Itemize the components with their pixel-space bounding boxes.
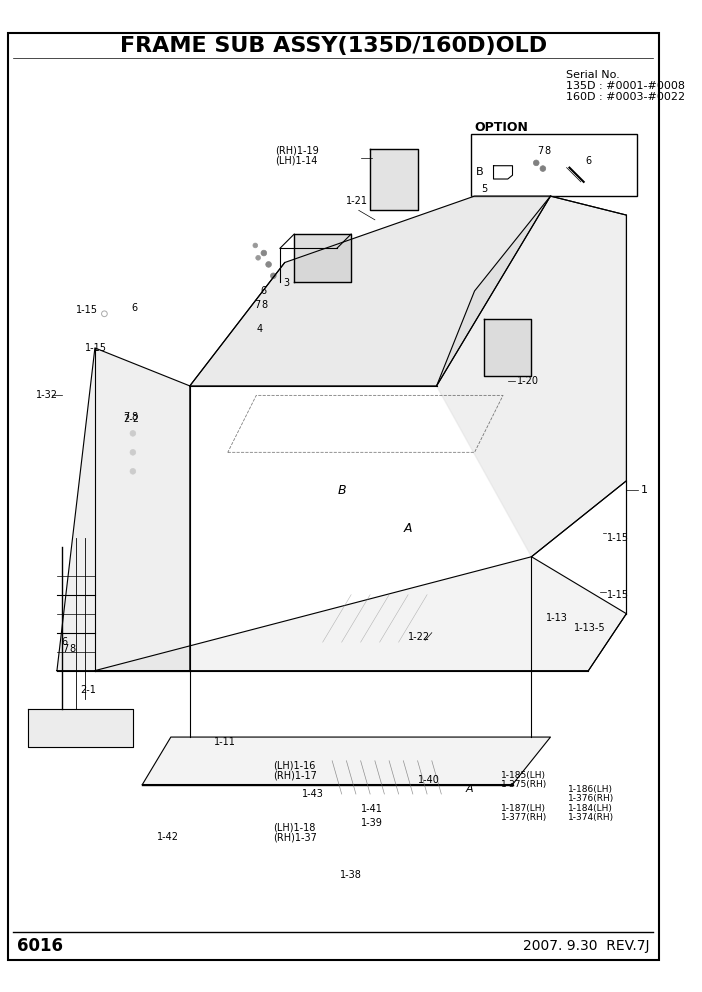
Polygon shape	[143, 737, 550, 785]
Text: (RH)1-17: (RH)1-17	[273, 771, 317, 781]
Circle shape	[130, 449, 135, 455]
Text: 1-15: 1-15	[607, 589, 630, 600]
Polygon shape	[294, 234, 351, 282]
Text: 8: 8	[261, 301, 267, 310]
Text: 135D : #0001-#0008: 135D : #0001-#0008	[566, 81, 684, 91]
Circle shape	[256, 255, 260, 260]
Polygon shape	[484, 319, 531, 376]
Text: 8: 8	[545, 147, 550, 157]
Text: 1-42: 1-42	[157, 831, 178, 842]
Text: 160D : #0003-#0022: 160D : #0003-#0022	[566, 92, 684, 102]
Text: 1: 1	[641, 485, 648, 495]
Polygon shape	[370, 149, 418, 210]
Text: 1-32: 1-32	[36, 391, 58, 401]
Text: 7: 7	[537, 147, 543, 157]
Text: 1-377(RH): 1-377(RH)	[501, 813, 548, 822]
Text: 2007. 9.30  REV.7J: 2007. 9.30 REV.7J	[523, 938, 649, 953]
Circle shape	[270, 273, 276, 279]
Text: 1-15: 1-15	[86, 343, 107, 353]
Text: B: B	[338, 484, 346, 497]
Text: 6: 6	[131, 304, 137, 313]
Text: 5: 5	[481, 185, 487, 194]
Text: 3: 3	[283, 279, 289, 289]
Text: 8: 8	[131, 413, 137, 423]
Polygon shape	[57, 348, 190, 671]
Polygon shape	[190, 196, 550, 386]
Circle shape	[253, 243, 258, 248]
Circle shape	[261, 250, 267, 256]
Circle shape	[130, 431, 135, 436]
Text: 7: 7	[254, 301, 260, 310]
Text: 1-11: 1-11	[213, 737, 235, 747]
Text: (LH)1-14: (LH)1-14	[275, 156, 317, 166]
Text: 6016: 6016	[17, 936, 63, 955]
Text: 1-13-5: 1-13-5	[574, 623, 606, 633]
Circle shape	[266, 262, 272, 267]
Text: (LH)1-16: (LH)1-16	[273, 761, 316, 771]
Text: 1-41: 1-41	[361, 805, 383, 814]
Polygon shape	[437, 196, 626, 557]
Text: 8: 8	[69, 644, 75, 654]
Circle shape	[130, 468, 135, 474]
Text: 1-21: 1-21	[346, 195, 369, 205]
Text: 1-15: 1-15	[607, 533, 630, 543]
Text: 1-13: 1-13	[545, 613, 568, 623]
Text: A: A	[466, 785, 474, 795]
Text: 1-15: 1-15	[76, 305, 98, 315]
Text: 7: 7	[62, 644, 68, 654]
Text: 1-187(LH): 1-187(LH)	[501, 804, 546, 812]
Text: 1-40: 1-40	[418, 775, 439, 785]
Text: 1-375(RH): 1-375(RH)	[501, 780, 548, 789]
Text: 1-20: 1-20	[517, 376, 539, 386]
Text: OPTION: OPTION	[475, 121, 529, 134]
Text: 7: 7	[124, 413, 130, 423]
Text: Serial No.: Serial No.	[566, 69, 619, 79]
Circle shape	[540, 166, 545, 172]
Text: 6: 6	[260, 286, 266, 296]
Text: A: A	[404, 522, 412, 535]
Text: 4: 4	[256, 324, 263, 334]
Text: 6: 6	[62, 637, 68, 647]
Text: 1-39: 1-39	[361, 818, 383, 828]
Circle shape	[534, 160, 539, 166]
Text: B: B	[475, 168, 483, 178]
Text: (RH)1-37: (RH)1-37	[273, 832, 317, 842]
Text: FRAME SUB ASSY(135D/160D)OLD: FRAME SUB ASSY(135D/160D)OLD	[119, 36, 547, 57]
Bar	[471, 134, 637, 196]
Text: 2-2: 2-2	[124, 414, 140, 425]
Text: 6: 6	[585, 156, 592, 166]
Text: 1-186(LH): 1-186(LH)	[567, 785, 613, 794]
Text: 1-185(LH): 1-185(LH)	[501, 771, 546, 780]
Text: (RH)1-19: (RH)1-19	[275, 146, 319, 156]
Text: 1-374(RH): 1-374(RH)	[567, 813, 614, 822]
Text: 1-376(RH): 1-376(RH)	[567, 795, 614, 804]
Polygon shape	[95, 557, 626, 671]
Text: (LH)1-18: (LH)1-18	[273, 822, 316, 832]
Text: 1-43: 1-43	[302, 789, 324, 799]
Text: 1-22: 1-22	[408, 633, 430, 643]
Text: 2-1: 2-1	[81, 684, 97, 694]
Text: 1-38: 1-38	[340, 870, 362, 880]
Text: 1-184(LH): 1-184(LH)	[567, 804, 612, 812]
Polygon shape	[29, 708, 133, 747]
